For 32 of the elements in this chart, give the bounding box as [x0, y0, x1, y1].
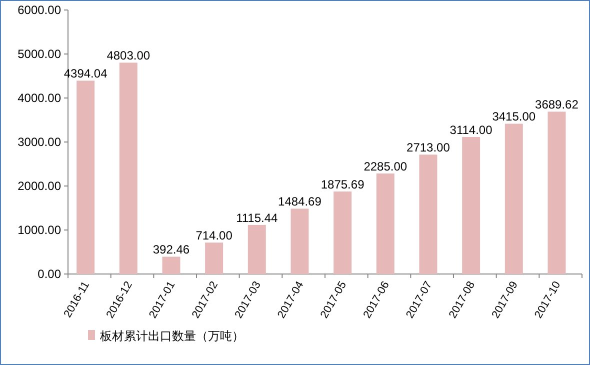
y-tick-label: 6000.00: [18, 3, 62, 17]
data-label: 392.46: [152, 242, 190, 257]
bar: [419, 154, 438, 274]
y-tick-label: 3000.00: [18, 135, 62, 149]
bar: [162, 256, 180, 274]
bar: [119, 62, 138, 274]
bar: [205, 242, 224, 274]
bar: [248, 224, 266, 274]
y-tick-label: 5000.00: [18, 47, 62, 61]
y-tick-label: 0.00: [38, 267, 62, 281]
bar: [462, 136, 480, 274]
y-tick-label: 2000.00: [18, 179, 62, 193]
data-label: 3689.62: [535, 98, 579, 112]
data-label: 1484.69: [278, 194, 322, 209]
data-label: 714.00: [196, 228, 233, 243]
data-label: 3415.00: [492, 110, 536, 124]
y-tick-label: 4000.00: [18, 91, 62, 105]
data-label: 1875.69: [320, 177, 365, 192]
bar: [548, 112, 566, 274]
bar: [504, 124, 523, 274]
data-label: 4803.00: [106, 48, 150, 63]
legend: 板材累计出口数量（万吨）: [88, 329, 244, 343]
data-label: 2713.00: [406, 140, 450, 155]
y-tick-label: 1000.00: [18, 223, 62, 237]
bar: [290, 208, 309, 274]
bar: [334, 191, 352, 274]
data-label: 3114.00: [450, 122, 493, 137]
data-label: 2285.00: [364, 159, 408, 174]
data-label: 4394.04: [64, 66, 108, 81]
bar: [76, 80, 95, 274]
bar: [376, 173, 394, 274]
data-label: 1115.44: [236, 210, 278, 225]
